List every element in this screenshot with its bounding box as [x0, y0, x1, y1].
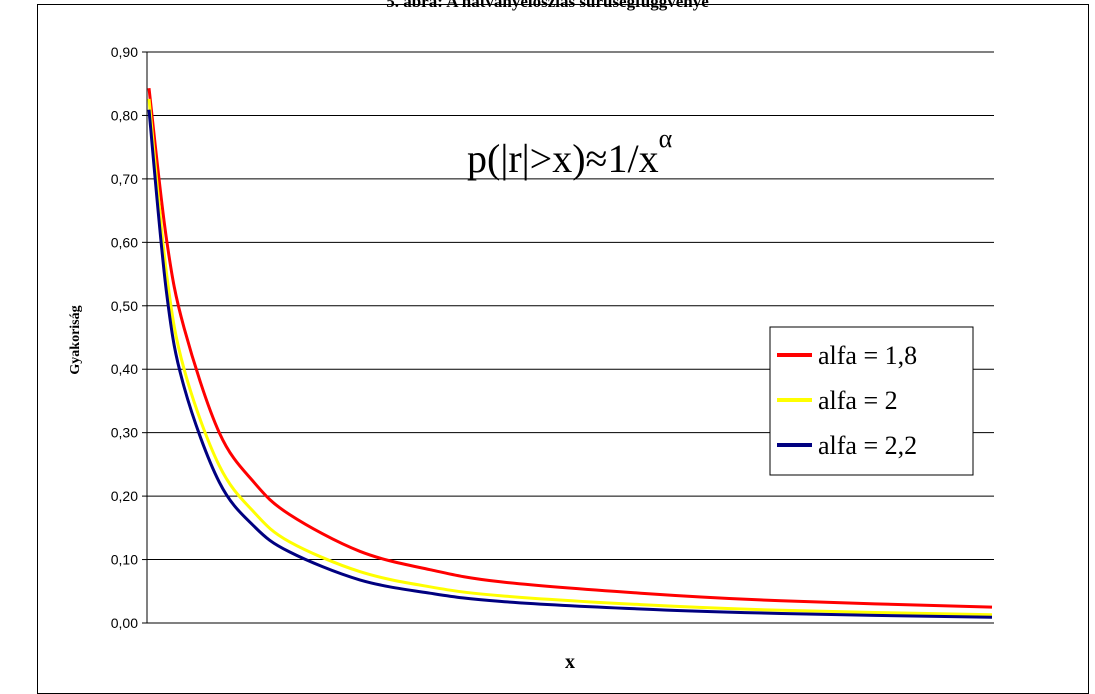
- y-tick-label: 0,90: [111, 44, 138, 60]
- y-tick-label: 0,80: [111, 107, 138, 123]
- y-tick-label: 0,10: [111, 552, 138, 568]
- series-line-2: [147, 98, 993, 617]
- legend-label-1: alfa = 1,8: [818, 341, 917, 370]
- y-tick-label: 0,50: [111, 298, 138, 314]
- y-axis-label: Gyakoriság: [68, 305, 83, 374]
- y-tick-label: 0,00: [111, 615, 138, 631]
- chart-title: 5. ábra: A hatványeloszlás sűrűségfüggvé…: [386, 0, 709, 11]
- y-tick-label: 0,60: [111, 234, 138, 250]
- y-tick-label: 0,30: [111, 425, 138, 441]
- y-tick-label: 0,70: [111, 171, 138, 187]
- formula-main: p(|r|>x)≈1/x: [467, 136, 659, 181]
- series-line-1: [147, 88, 993, 609]
- y-tick-labels: 0,00 0,10 0,20 0,30 0,40 0,50 0,60 0,70 0,80 0,90: [111, 44, 138, 631]
- series-line-3: [147, 109, 993, 619]
- formula-annotation: p(|r|>x)≈1/xα: [467, 124, 673, 181]
- legend-label-2: alfa = 2: [818, 386, 898, 415]
- x-axis-label: x: [565, 651, 575, 673]
- legend-label-3: alfa = 2,2: [818, 431, 917, 460]
- formula-superscript: α: [659, 124, 673, 153]
- legend: alfa = 1,8 alfa = 2 alfa = 2,2: [769, 326, 974, 476]
- gridlines: [142, 51, 994, 624]
- series-lines: [147, 88, 993, 619]
- y-tick-label: 0,20: [111, 488, 138, 504]
- y-tick-label: 0,40: [111, 361, 138, 377]
